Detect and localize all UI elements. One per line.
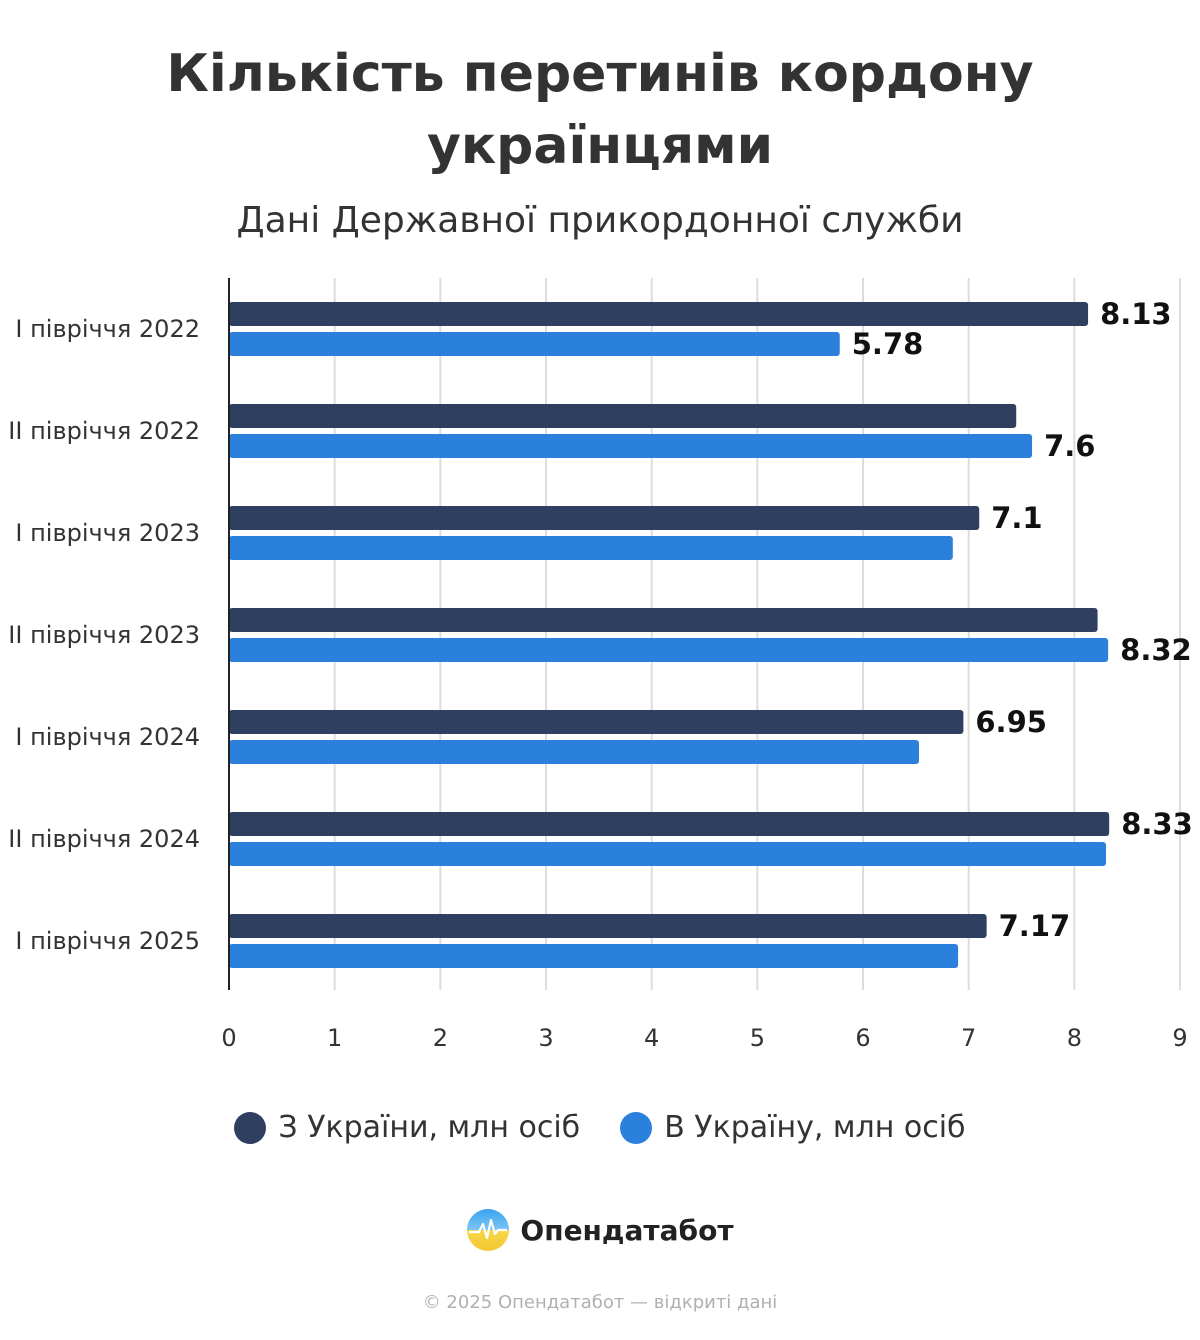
bar-in (229, 638, 1109, 662)
bar-out (229, 506, 980, 530)
x-tick-label: 4 (644, 1024, 659, 1052)
bar-chart: 0 1 2 3 4 5 6 7 8 9 І півріччя 2022 8.13 5.78 ІІ півр… (8, 278, 1193, 1052)
bar-out (229, 710, 964, 734)
footer-copyright: © 2025 Опендатабот — відкриті дані (422, 1292, 778, 1313)
bar-out (229, 302, 1089, 326)
y-category-label: ІІ півріччя 2022 (8, 417, 200, 445)
y-category-label: І півріччя 2022 (15, 315, 200, 343)
bar-out (229, 812, 1110, 836)
y-category-label: І півріччя 2023 (15, 519, 200, 547)
legend-item-out: З України, млн осіб (234, 1110, 580, 1145)
legend-item-in: В Україну, млн осіб (620, 1110, 966, 1145)
opendatabot-logo-icon (467, 1209, 510, 1251)
bar-out (229, 608, 1098, 632)
x-tick-label: 9 (1172, 1024, 1187, 1052)
x-tick-label: 1 (327, 1024, 342, 1052)
y-category-label: ІІ півріччя 2023 (8, 621, 200, 649)
bar-out (229, 404, 1017, 428)
x-tick-label: 0 (221, 1024, 236, 1052)
data-label: 5.78 (852, 327, 924, 361)
data-label: 6.95 (975, 705, 1047, 739)
bar-in (229, 332, 840, 356)
data-label: 7.17 (999, 909, 1071, 943)
x-tick-label: 5 (750, 1024, 765, 1052)
data-label: 7.1 (991, 501, 1042, 535)
bar-out (229, 914, 987, 938)
chart-title: Кількість перетинів кордону українцями (0, 38, 1200, 182)
brand: Опендатабот (0, 1208, 1200, 1252)
data-label: 8.33 (1121, 807, 1193, 841)
x-tick-label: 2 (433, 1024, 448, 1052)
legend-in-label: В Україну, млн осіб (664, 1110, 966, 1145)
y-category-label: ІІ півріччя 2024 (8, 825, 200, 853)
legend-out-label: З України, млн осіб (278, 1110, 581, 1145)
legend-out-swatch (234, 1111, 267, 1144)
x-tick-label: 7 (961, 1024, 976, 1052)
brand-name: Опендатабот (520, 1213, 734, 1247)
bar-in (229, 842, 1107, 866)
data-label: 8.13 (1100, 297, 1172, 331)
data-label: 7.6 (1044, 429, 1095, 463)
legend-in-swatch (620, 1111, 653, 1144)
chart-subtitle: Дані Державної прикордонної служби (236, 200, 964, 241)
bar-in (229, 536, 953, 560)
x-tick-label: 3 (538, 1024, 553, 1052)
y-category-label: І півріччя 2024 (15, 723, 200, 751)
bar-in (229, 740, 920, 764)
x-tick-label: 6 (855, 1024, 870, 1052)
bar-in (229, 944, 959, 968)
chart-title-line-2: українцями (426, 116, 774, 176)
x-tick-label: 8 (1067, 1024, 1082, 1052)
bar-in (229, 434, 1033, 458)
chart-title-line-1: Кількість перетинів кордону (166, 44, 1034, 104)
chart-legend: З України, млн осіб В Україну, млн осіб (0, 1110, 1200, 1145)
data-label: 8.32 (1120, 633, 1192, 667)
y-category-label: І півріччя 2025 (15, 927, 200, 955)
